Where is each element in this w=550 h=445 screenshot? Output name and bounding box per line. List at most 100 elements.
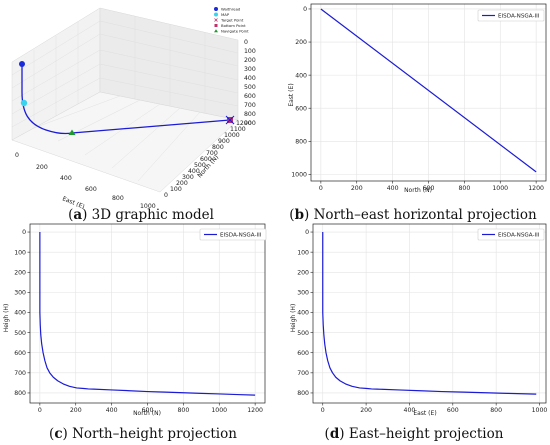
x-tick-label: 0 xyxy=(319,185,323,192)
y-tick-label: 600 xyxy=(295,105,307,112)
x-tick-label: 600 xyxy=(447,407,459,414)
legend-marker xyxy=(214,7,218,11)
east-tick: 0 xyxy=(15,152,19,159)
north-tick: 100 xyxy=(170,186,182,193)
north-tick: 400 xyxy=(188,168,200,175)
caption-letter: a xyxy=(73,207,82,223)
caption-letter: b xyxy=(295,207,304,223)
panel-b-ylabel: East (E) xyxy=(288,83,295,106)
panel-d-ylabel: Heigh (H) xyxy=(290,304,297,333)
z-tick: 300 xyxy=(244,66,256,73)
legend-label: Waithread xyxy=(221,7,241,12)
y-tick-label: 300 xyxy=(14,290,26,297)
north-tick: 900 xyxy=(218,138,230,145)
legend-c: EISDA-NSGA-III xyxy=(199,228,267,241)
east-tick: 800 xyxy=(112,195,124,202)
east-ticks: 0 200 400 600 800 1000 xyxy=(15,152,156,210)
y-tick-label: 700 xyxy=(14,370,26,377)
north-tick: 200 xyxy=(176,180,188,187)
caption-b-text: (b) North–east horizontal projection xyxy=(289,207,537,223)
panel-north-height: 0 200 400 600 800 1000 1200 0 100 200 300 400 500 600… xyxy=(14,223,266,414)
x-tick-label: 200 xyxy=(351,185,363,192)
x-tick-label: 400 xyxy=(404,407,416,414)
z-tick: 900 xyxy=(244,120,256,127)
panel-c-ylabel: Heigh (H) xyxy=(3,304,10,333)
z-tick: 0 xyxy=(244,39,248,46)
start-point-marker xyxy=(19,61,25,67)
y-tick-label: 0 xyxy=(305,229,309,236)
legend-label: MAP xyxy=(221,12,230,17)
north-tick: 300 xyxy=(182,174,194,181)
legend-d: EISDA-NSGA-III xyxy=(477,228,545,241)
x-tick-label: 200 xyxy=(70,407,82,414)
x-tick-label: 1200 xyxy=(247,407,263,414)
x-tick-label: 0 xyxy=(38,407,42,414)
y-tick-label: 400 xyxy=(295,72,307,79)
caption-a: (a) 3D graphic model xyxy=(68,207,214,223)
legend-label: Target Point xyxy=(220,18,244,23)
caption-letter: c xyxy=(54,426,62,442)
y-tick-label: 800 xyxy=(297,390,309,397)
north-tick: 500 xyxy=(194,162,206,169)
x-tick-label: 1000 xyxy=(492,185,508,192)
x-tick-label: 0 xyxy=(321,407,325,414)
legend-label: EISDA-NSGA-III xyxy=(498,233,540,239)
grid-3d xyxy=(11,16,239,182)
north-tick: 0 xyxy=(164,192,168,199)
map-point-marker xyxy=(20,99,28,107)
x-tick-label: 800 xyxy=(458,185,470,192)
x-tick-label: 800 xyxy=(490,407,502,414)
y-tick-label: 800 xyxy=(295,138,307,145)
panel-north-east: 0 200 400 600 800 1000 1200 0 200 400 600 800 1000 xyxy=(291,3,547,192)
east-tick: 1000 xyxy=(140,203,156,210)
y-tick-label: 200 xyxy=(297,269,309,276)
panel-3d: 0 100 200 300 400 500 600 700 800 900 0 … xyxy=(11,7,256,211)
plot-frame xyxy=(312,223,547,404)
legend-label: EISDA-NSGA-III xyxy=(498,14,540,20)
north-tick: 1000 xyxy=(224,132,240,139)
caption-b: (b) North–east horizontal projection xyxy=(289,207,537,223)
y-tick-label: 400 xyxy=(297,310,309,317)
north-ticks: 0 100 200 300 400 500 600 700 800 900 10… xyxy=(164,120,252,199)
y-tick-label: 400 xyxy=(14,310,26,317)
legend-marker xyxy=(214,29,218,33)
caption-body: East–height projection xyxy=(349,426,504,442)
north-tick: 600 xyxy=(200,156,212,163)
caption-body: 3D graphic model xyxy=(92,207,214,223)
y-tick-label: 0 xyxy=(303,6,307,13)
panel-east-height: 0 200 400 600 800 1000 0 100 200 300 400 500 600 700 8… xyxy=(297,223,547,414)
legend-box xyxy=(477,9,545,22)
y-tick-label: 300 xyxy=(297,290,309,297)
caption-body: North–east horizontal projection xyxy=(314,207,537,223)
series-line xyxy=(39,232,256,396)
legend-box xyxy=(199,228,267,241)
caption-a-text: (a) 3D graphic model xyxy=(68,207,214,223)
y-tick-label: 700 xyxy=(297,370,309,377)
legend-marker xyxy=(214,12,218,17)
y-tick-label: 500 xyxy=(14,330,26,337)
z-tick: 700 xyxy=(244,102,256,109)
x-tick-label: 600 xyxy=(423,185,435,192)
y-tick-label: 800 xyxy=(14,390,26,397)
x-tick-label: 1200 xyxy=(528,185,544,192)
panel-d-xlabel: East (E) xyxy=(413,410,436,417)
north-tick: 1200 xyxy=(236,120,252,127)
caption-d-text: (d) East–height projection xyxy=(325,426,504,442)
z-ticks: 0 100 200 300 400 500 600 700 800 900 xyxy=(244,39,256,127)
east-tick: 600 xyxy=(85,186,97,193)
panel-b-xlabel: North (N) xyxy=(404,187,432,194)
caption-d: (d) East–height projection xyxy=(325,426,504,442)
x-tick-label: 600 xyxy=(142,407,154,414)
legend-box xyxy=(477,228,545,241)
navigate-point-marker xyxy=(68,129,76,135)
x-tick-label: 200 xyxy=(360,407,372,414)
y-tick-label: 100 xyxy=(297,249,309,256)
y-tick-label: 100 xyxy=(14,249,26,256)
series-line xyxy=(322,232,537,395)
legend-label: EISDA-NSGA-III xyxy=(220,233,262,239)
north-tick: 800 xyxy=(212,144,224,151)
north-tick: 700 xyxy=(206,150,218,157)
legend-marker xyxy=(214,24,218,27)
north-tick: 1100 xyxy=(230,126,246,133)
